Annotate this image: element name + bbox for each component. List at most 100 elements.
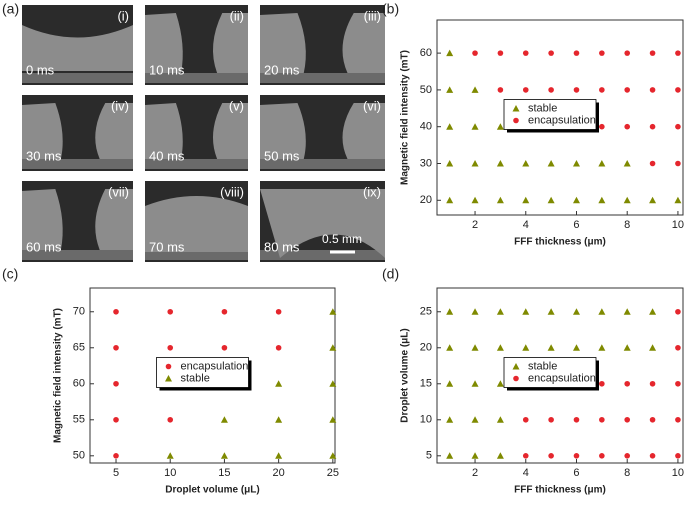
y-axis-title: Magnetic field intensity (mT) [400,50,411,185]
liquid-right [212,103,248,159]
point [649,160,656,167]
frame-floor [260,73,385,83]
y-tick-label: 30 [420,157,432,169]
point [329,380,337,387]
plot-frame [89,287,336,464]
liquid-right [342,13,385,73]
point [329,452,337,459]
point [446,344,454,351]
video-frame: (ix) 80 ms [260,181,385,262]
point [675,123,681,130]
legend [503,357,597,388]
frame-time: 20 ms [264,62,300,77]
frame-tag: (iii) [364,8,381,23]
point [649,50,656,56]
point [649,87,656,93]
panel-label: (d) [382,266,399,282]
point [598,196,606,204]
x-axis-title: FFF thickness (μm) [514,485,606,496]
point [675,344,681,351]
frame-time: 80 ms [264,239,300,254]
frame-floor [260,159,385,169]
y-tick-label: 10 [420,414,432,426]
point [497,50,504,56]
scale-bar-label: 0.5 mm [322,232,362,246]
point [547,159,555,167]
legend-marker [512,105,520,112]
point [496,159,504,167]
y-tick-label: 40 [420,121,432,133]
frame-tag: (vi) [363,98,381,113]
point [446,380,454,387]
point [624,416,631,423]
liquid-right [95,103,133,159]
point [573,452,580,459]
x-tick-label: 4 [523,467,529,479]
point [623,344,631,351]
liquid-right [95,189,133,250]
frame-time: 60 ms [26,239,62,254]
liquid-left [145,103,183,159]
point [275,308,282,315]
point [547,308,555,315]
point [113,308,119,315]
point [446,196,454,204]
point [649,452,656,459]
point [496,344,504,351]
x-tick-label: 10 [164,467,176,479]
frame-floor [145,159,248,169]
legend-label: encapsulation [181,360,249,372]
point [471,344,479,351]
point [573,50,580,56]
point [446,123,454,130]
y-tick-label: 70 [73,306,85,318]
point [113,380,119,387]
x-axis-title: Droplet volume (μL) [165,485,259,496]
point [624,87,631,93]
point [167,308,174,315]
point [275,416,283,423]
y-tick-label: 65 [73,342,85,354]
frame-tag: (i) [117,8,129,23]
liquid [260,189,385,258]
point [522,308,530,315]
point [623,196,631,204]
x-tick-label: 25 [327,467,339,479]
point [649,380,656,387]
y-tick-label: 50 [73,450,85,462]
point [548,416,554,423]
point [624,50,631,56]
legend-marker [512,363,520,370]
frame-floor [145,73,248,83]
point [624,123,631,130]
frame-tag: (viii) [220,184,244,199]
point [548,87,554,93]
point [599,87,605,93]
y-tick-label: 60 [420,47,432,59]
point [649,416,656,423]
point [471,308,479,315]
plot-frame [436,19,684,216]
point [496,452,504,459]
liquid [22,25,133,71]
video-frame: (ii) 10 ms [145,5,248,85]
liquid-left [145,13,183,73]
legend [503,99,597,130]
video-frame: (viii) 70 ms [145,181,248,262]
y-tick-label: 15 [420,378,432,390]
point [220,452,228,459]
x-tick-label: 5 [113,467,119,479]
point [599,452,605,459]
x-tick-label: 6 [573,467,579,479]
point [522,50,529,56]
point [446,159,454,167]
point [471,196,479,204]
point [572,159,580,167]
point [471,123,479,130]
point [548,452,554,459]
point [573,87,580,93]
point [497,87,504,93]
point [113,416,119,423]
point [649,344,657,351]
